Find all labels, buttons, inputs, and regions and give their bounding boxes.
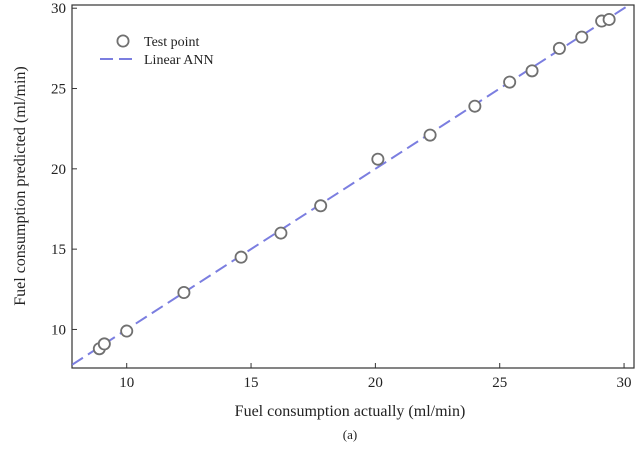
plot-frame xyxy=(71,4,635,369)
x-tick-label: 25 xyxy=(492,375,507,391)
x-axis: 10 15 20 25 30 xyxy=(119,363,632,391)
y-tick-label: 20 xyxy=(51,162,66,178)
test-point-layer xyxy=(92,12,616,356)
test-point xyxy=(274,226,288,240)
test-point xyxy=(177,286,191,300)
y-tick-label: 30 xyxy=(51,1,66,17)
test-point xyxy=(314,199,328,213)
linear-ann-layer xyxy=(72,5,631,366)
linear-ann-line xyxy=(72,5,631,366)
test-point xyxy=(234,250,248,264)
y-axis-title: Fuel consumption predicted (ml/min) xyxy=(12,66,29,306)
test-point xyxy=(97,337,111,351)
x-tick-label: 10 xyxy=(119,375,134,391)
test-point xyxy=(575,30,589,44)
y-tick-label: 15 xyxy=(51,242,66,258)
test-point xyxy=(552,41,566,55)
legend-marker-symbol xyxy=(116,34,130,48)
x-axis-title: Fuel consumption actually (ml/min) xyxy=(235,403,466,420)
y-axis: 10 15 20 25 30 xyxy=(51,1,77,338)
test-point xyxy=(602,12,616,26)
y-tick-label: 25 xyxy=(51,82,66,98)
test-point xyxy=(468,99,482,113)
test-point xyxy=(120,324,134,338)
legend-label: Linear ANN xyxy=(144,53,214,68)
legend: Test point Linear ANN xyxy=(100,34,214,68)
test-point xyxy=(371,152,385,166)
x-tick-label: 15 xyxy=(244,375,259,391)
x-tick-label: 20 xyxy=(368,375,383,391)
figure-caption: (a) xyxy=(343,427,357,442)
test-point xyxy=(423,128,437,142)
test-point xyxy=(503,75,517,89)
x-tick-label: 30 xyxy=(617,375,632,391)
legend-label: Test point xyxy=(144,35,200,50)
y-tick-label: 10 xyxy=(51,322,66,338)
test-point xyxy=(525,64,539,78)
